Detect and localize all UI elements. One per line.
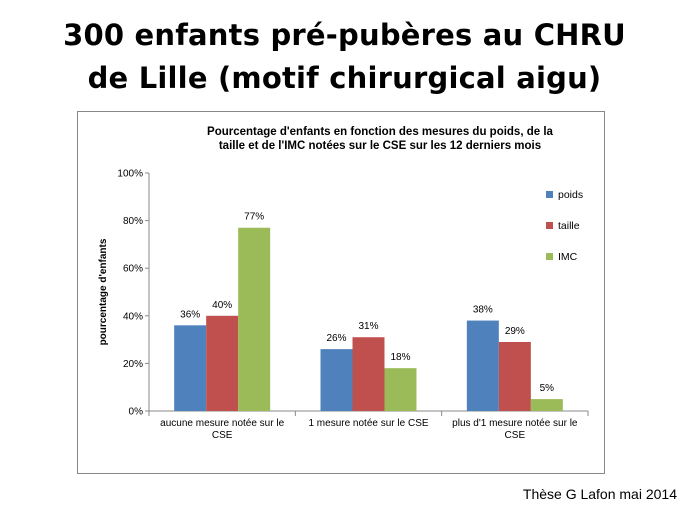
- bar-taille-3: [498, 341, 531, 411]
- bar-imc-2: [384, 368, 417, 411]
- chart-frame: Pourcentage d'enfants en fonction des me…: [77, 111, 605, 474]
- bar-chart: Pourcentage d'enfants en fonction des me…: [98, 126, 589, 441]
- x-category-label: 1 mesure notée sur le CSE: [308, 418, 428, 429]
- legend-label-taille: taille: [558, 220, 580, 232]
- y-tick-label: 80%: [123, 216, 143, 227]
- y-tick-label: 40%: [123, 311, 143, 322]
- bar-imc-3: [530, 399, 563, 411]
- legend-label-imc: IMC: [558, 251, 578, 263]
- data-label: 36%: [180, 309, 200, 320]
- data-label: 18%: [390, 352, 410, 363]
- data-label: 29%: [505, 326, 525, 337]
- data-label: 5%: [540, 383, 555, 394]
- bar-poids-3: [466, 320, 499, 411]
- legend-swatch-taille: [546, 222, 553, 229]
- x-category-label: plus d'1 mesure notée sur le: [452, 418, 578, 429]
- bar-poids-2: [320, 349, 353, 411]
- data-label: 38%: [473, 305, 493, 316]
- legend-swatch-poids: [546, 191, 553, 198]
- footer-credit: Thèse G Lafon mai 2014: [522, 486, 677, 502]
- chart-title-line-1: Pourcentage d'enfants en fonction des me…: [207, 126, 553, 138]
- x-category-label: CSE: [212, 430, 233, 441]
- x-category-label: CSE: [505, 430, 526, 441]
- y-tick-label: 60%: [123, 264, 143, 275]
- bar-poids-1: [174, 325, 207, 411]
- chart-title-line-2: taille et de l'IMC notées sur le CSE sur…: [219, 140, 541, 152]
- x-category-label: aucune mesure notée sur le: [160, 418, 284, 429]
- data-label: 77%: [244, 212, 264, 223]
- slide-title-line-1: 300 enfants pré-pubères au CHRU: [63, 18, 626, 52]
- y-tick-label: 100%: [117, 169, 143, 180]
- data-label: 31%: [358, 321, 378, 332]
- legend-label-poids: poids: [558, 189, 583, 201]
- bar-taille-2: [352, 337, 385, 411]
- bar-imc-1: [238, 227, 271, 411]
- y-axis-label: pourcentage d'enfants: [98, 238, 109, 345]
- data-label: 26%: [326, 333, 346, 344]
- y-tick-label: 20%: [123, 359, 143, 370]
- slide-title-line-2: de Lille (motif chirurgical aigu): [87, 61, 602, 95]
- legend-swatch-imc: [546, 253, 553, 260]
- y-tick-label: 0%: [129, 407, 144, 418]
- bar-taille-1: [206, 315, 239, 411]
- slide-title: 300 enfants pré-pubères au CHRU de Lille…: [0, 14, 689, 100]
- data-label: 40%: [212, 300, 232, 311]
